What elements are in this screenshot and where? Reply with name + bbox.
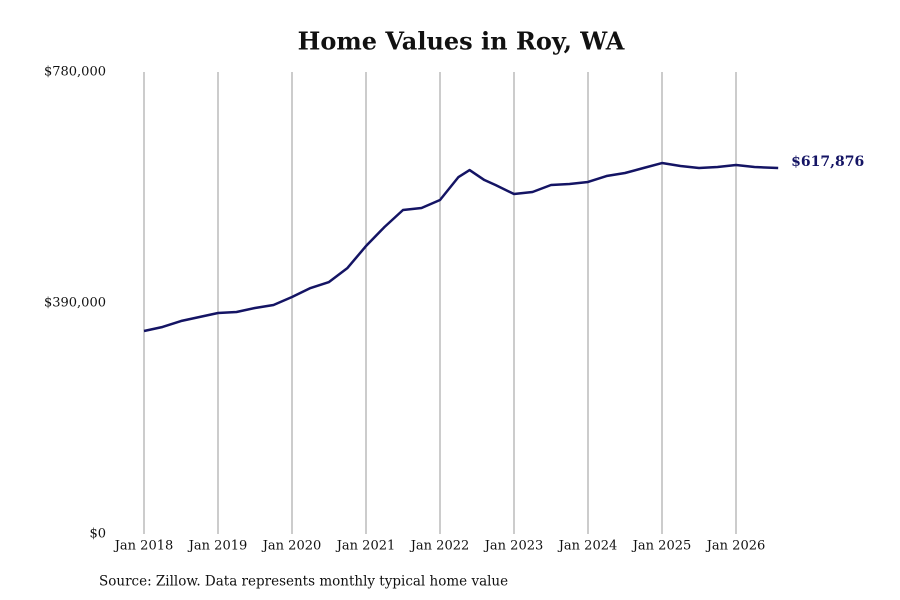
- source-note: Source: Zillow. Data represents monthly …: [99, 574, 508, 590]
- y-tick-label: $390,000: [44, 296, 106, 311]
- line-series: [143, 161, 779, 333]
- x-tick-label: Jan 2026: [705, 539, 766, 554]
- x-tick-label: Jan 2019: [187, 539, 248, 554]
- x-tick-label: Jan 2023: [483, 539, 544, 554]
- x-tick-label: Jan 2020: [261, 539, 322, 554]
- x-tick-label: Jan 2021: [335, 539, 396, 554]
- value-label: $617,876: [791, 154, 864, 170]
- x-tick-label: Jan 2018: [113, 539, 174, 554]
- x-tick-label: Jan 2025: [631, 539, 692, 554]
- chart-title: Home Values in Roy, WA: [298, 27, 625, 56]
- y-tick-label: $0: [89, 527, 106, 542]
- x-tick-label: Jan 2024: [557, 539, 618, 554]
- y-tick-label: $780,000: [44, 65, 106, 80]
- x-tick-label: Jan 2022: [409, 539, 470, 554]
